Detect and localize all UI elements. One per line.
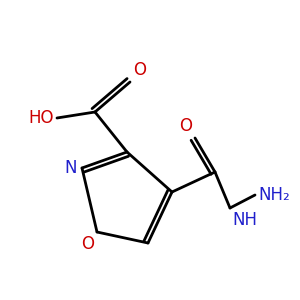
Text: O: O [179, 117, 192, 135]
Text: O: O [133, 61, 146, 79]
Text: N: N [64, 159, 77, 177]
Text: O: O [81, 235, 94, 253]
Text: HO: HO [28, 109, 54, 127]
Text: NH₂: NH₂ [258, 186, 290, 204]
Text: NH: NH [232, 211, 257, 229]
